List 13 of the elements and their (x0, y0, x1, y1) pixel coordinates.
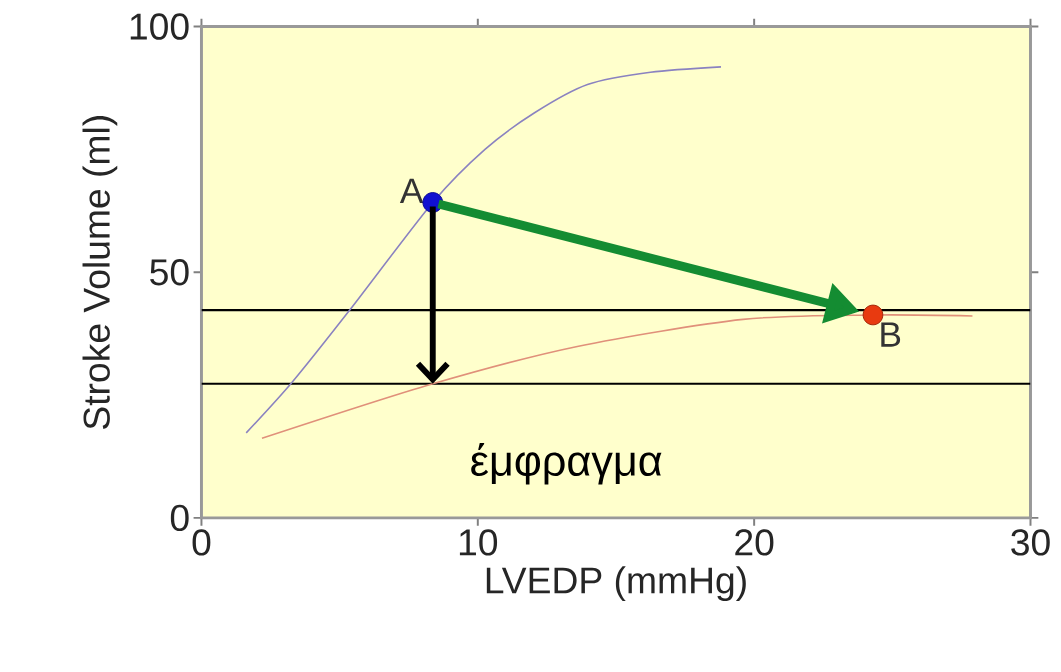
y-tick-label: 100 (130, 13, 189, 40)
annotation: A (399, 178, 424, 203)
x-tick-label: 10 (459, 528, 498, 556)
x-tick-label: 20 (735, 528, 774, 556)
y-tick-label: 50 (150, 258, 189, 286)
annotation: έμφραγμα (471, 442, 662, 485)
y-tick-label: 0 (170, 504, 189, 531)
y-axis-title: Stroke Volume (ml) (82, 115, 118, 429)
annotation: B (881, 322, 901, 347)
x-axis-title: LVEDP (mmHg) (486, 566, 746, 601)
line-series (245, 65, 722, 434)
x-tick-label: 0 (192, 528, 211, 556)
x-tick-label: 30 (1011, 528, 1050, 556)
